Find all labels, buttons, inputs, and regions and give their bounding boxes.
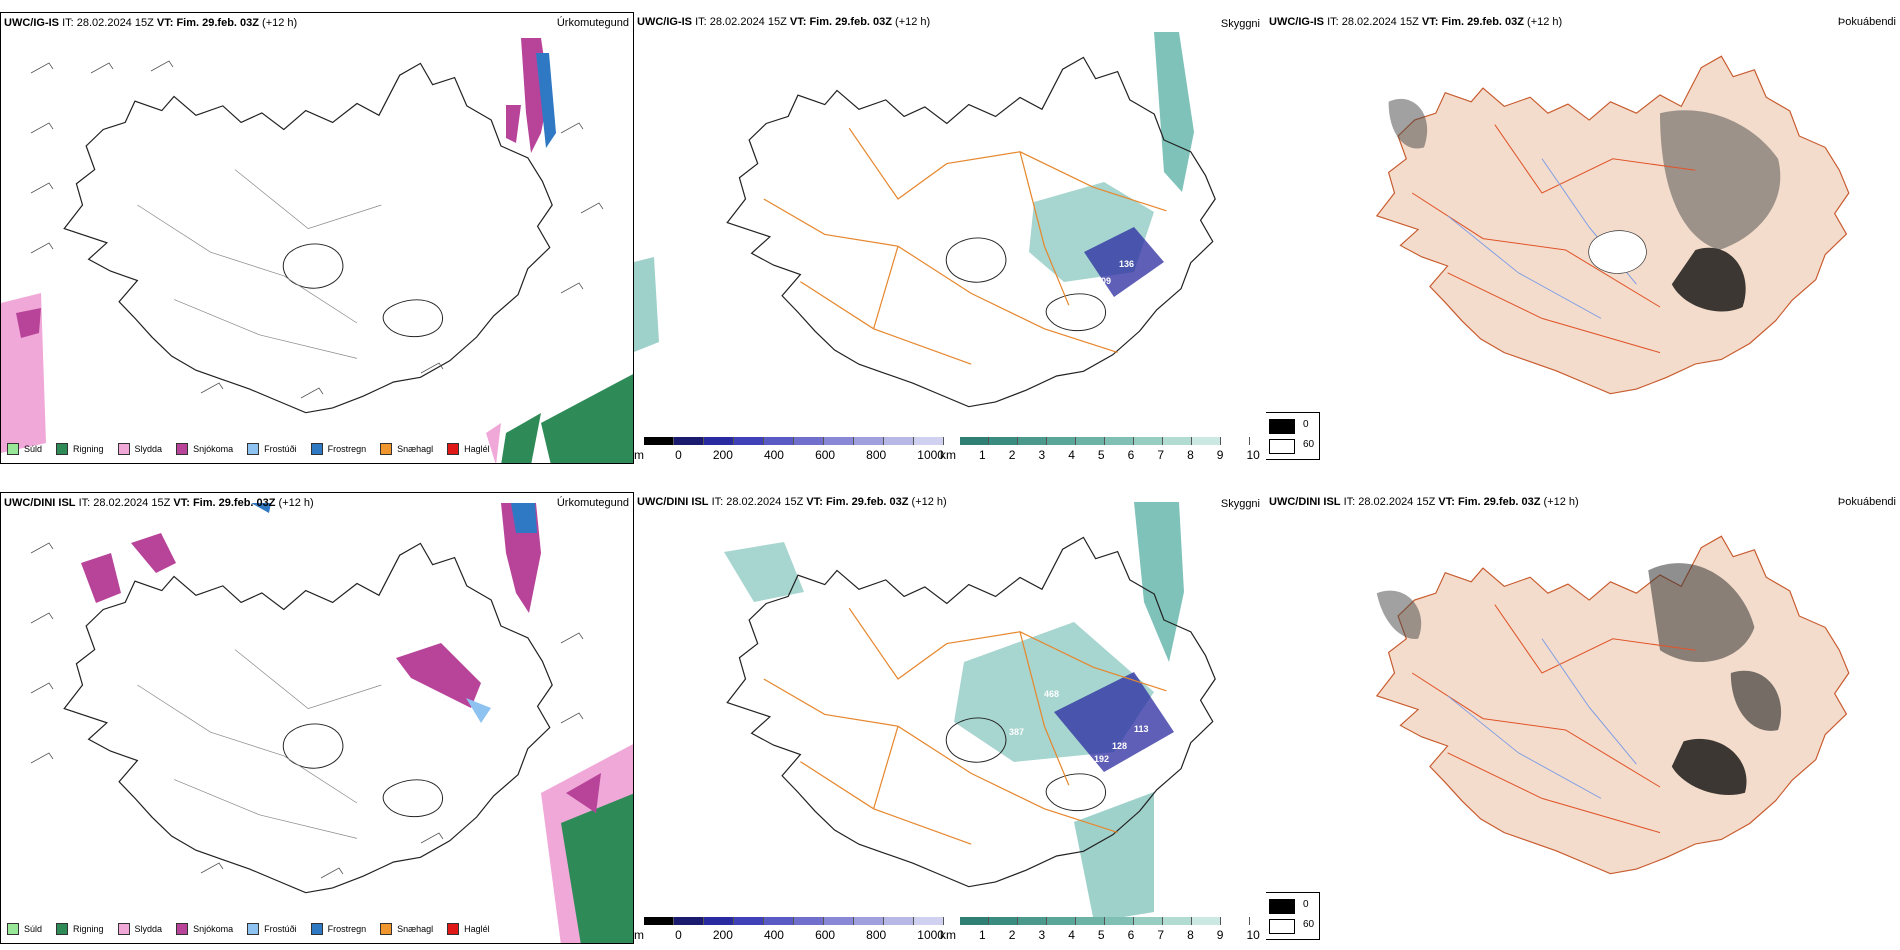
- vis-label: 113: [1134, 724, 1149, 734]
- vis-label: 136: [1119, 259, 1134, 269]
- vis-label: 288: [1146, 154, 1161, 164]
- vis-label: 387: [1009, 727, 1024, 737]
- legend-item: Rigning: [56, 923, 104, 935]
- legend-item: Haglél: [447, 443, 490, 455]
- legend-item: Frostúði: [247, 443, 297, 455]
- header-row2-fog: UWC/DINI ISL IT: 28.02.2024 15Z VT: Fim.…: [1269, 496, 1579, 508]
- precip-map-row2: [30, 503, 633, 943]
- legend-item: Frostregn: [310, 923, 366, 935]
- vis-scale-m-row1: m 0 200 400 600 800 1000: [634, 448, 944, 462]
- vis-label: 109: [1096, 276, 1111, 286]
- fog-legend-row1: 0 60: [1266, 412, 1320, 460]
- precip-map-row1: [1, 38, 633, 463]
- legend-item: Snæhagl: [380, 923, 433, 935]
- legend-item: Súld: [7, 443, 42, 455]
- fog-legend-row2: 0 60: [1266, 892, 1320, 940]
- vis-label: 215: [1144, 139, 1159, 149]
- precip-legend-row2: Súld Rigning Slydda Snjókoma Frostúði Fr…: [7, 923, 490, 935]
- fog-map-row2: [1376, 535, 1850, 875]
- precip-panel-row1: UWC/IG-IS IT: 28.02.2024 15Z VT: Fim. 29…: [0, 12, 634, 464]
- legend-item: Snæhagl: [380, 443, 433, 455]
- vis-label: 131: [1146, 664, 1161, 674]
- vis-colorbar-km-row1: [960, 437, 1250, 445]
- vis-scale-km-row1: km 1 2 3 4 5 6 7 8 9 10: [940, 448, 1260, 462]
- panel-title-fog-row2: Þokuábendi: [1837, 496, 1896, 508]
- visibility-panel-row2: 468 387 192 128 113 131 UWC/DINI ISL IT:…: [634, 492, 1266, 944]
- visibility-map-row2: 468 387 192 128 113 131: [724, 502, 1216, 922]
- panel-title-precip-row1: Úrkomutegund: [556, 17, 629, 29]
- vis-colorbar-m-row2: [644, 917, 944, 925]
- visibility-panel-row1: 288 215 136 180 109 UWC/IG-IS IT: 28.02.…: [634, 12, 1266, 464]
- fog-map-row1: [1376, 55, 1850, 395]
- header-row1-precip: UWC/IG-IS IT: 28.02.2024 15Z VT: Fim. 29…: [4, 17, 298, 29]
- fog-panel-row2: UWC/DINI ISL IT: 28.02.2024 15Z VT: Fim.…: [1266, 492, 1900, 944]
- legend-item: Slydda: [117, 923, 162, 935]
- header-row1-fog: UWC/IG-IS IT: 28.02.2024 15Z VT: Fim. 29…: [1269, 16, 1563, 28]
- header-row2-precip: UWC/DINI ISL IT: 28.02.2024 15Z VT: Fim.…: [4, 497, 314, 509]
- vis-colorbar-km-row2: [960, 917, 1250, 925]
- legend-item: Haglél: [447, 923, 490, 935]
- legend-item: Snjókoma: [176, 923, 233, 935]
- precip-legend-row1: Súld Rigning Slydda Snjókoma Frostúði Fr…: [7, 443, 490, 455]
- vis-label: 128: [1112, 741, 1127, 751]
- legend-item: Súld: [7, 923, 42, 935]
- legend-item: Slydda: [117, 443, 162, 455]
- legend-item: Rigning: [56, 443, 104, 455]
- vis-colorbar-m-row1: [644, 437, 944, 445]
- panel-title-vis-row2: Skyggni: [1220, 498, 1260, 510]
- precip-panel-row2: UWC/DINI ISL IT: 28.02.2024 15Z VT: Fim.…: [0, 492, 634, 944]
- panel-title-vis-row1: Skyggni: [1220, 18, 1260, 30]
- header-row1-vis: UWC/IG-IS IT: 28.02.2024 15Z VT: Fim. 29…: [637, 16, 931, 28]
- header-row2-vis: UWC/DINI ISL IT: 28.02.2024 15Z VT: Fim.…: [637, 496, 947, 508]
- vis-label: 468: [1044, 689, 1059, 699]
- visibility-map-row1: 288 215 136 180 109: [634, 32, 1216, 408]
- vis-label: 192: [1094, 754, 1109, 764]
- legend-item: Frostúði: [247, 923, 297, 935]
- panel-title-precip-row2: Úrkomutegund: [556, 497, 629, 509]
- legend-item: Frostregn: [310, 443, 366, 455]
- vis-label: 180: [1044, 279, 1059, 289]
- fog-panel-row1: UWC/IG-IS IT: 28.02.2024 15Z VT: Fim. 29…: [1266, 12, 1900, 464]
- panel-title-fog-row1: Þokuábendi: [1837, 16, 1896, 28]
- legend-item: Snjókoma: [176, 443, 233, 455]
- vis-scale-km-row2: km 1 2 3 4 5 6 7 8 9 10: [940, 928, 1260, 942]
- vis-scale-m-row2: m 0 200 400 600 800 1000: [634, 928, 944, 942]
